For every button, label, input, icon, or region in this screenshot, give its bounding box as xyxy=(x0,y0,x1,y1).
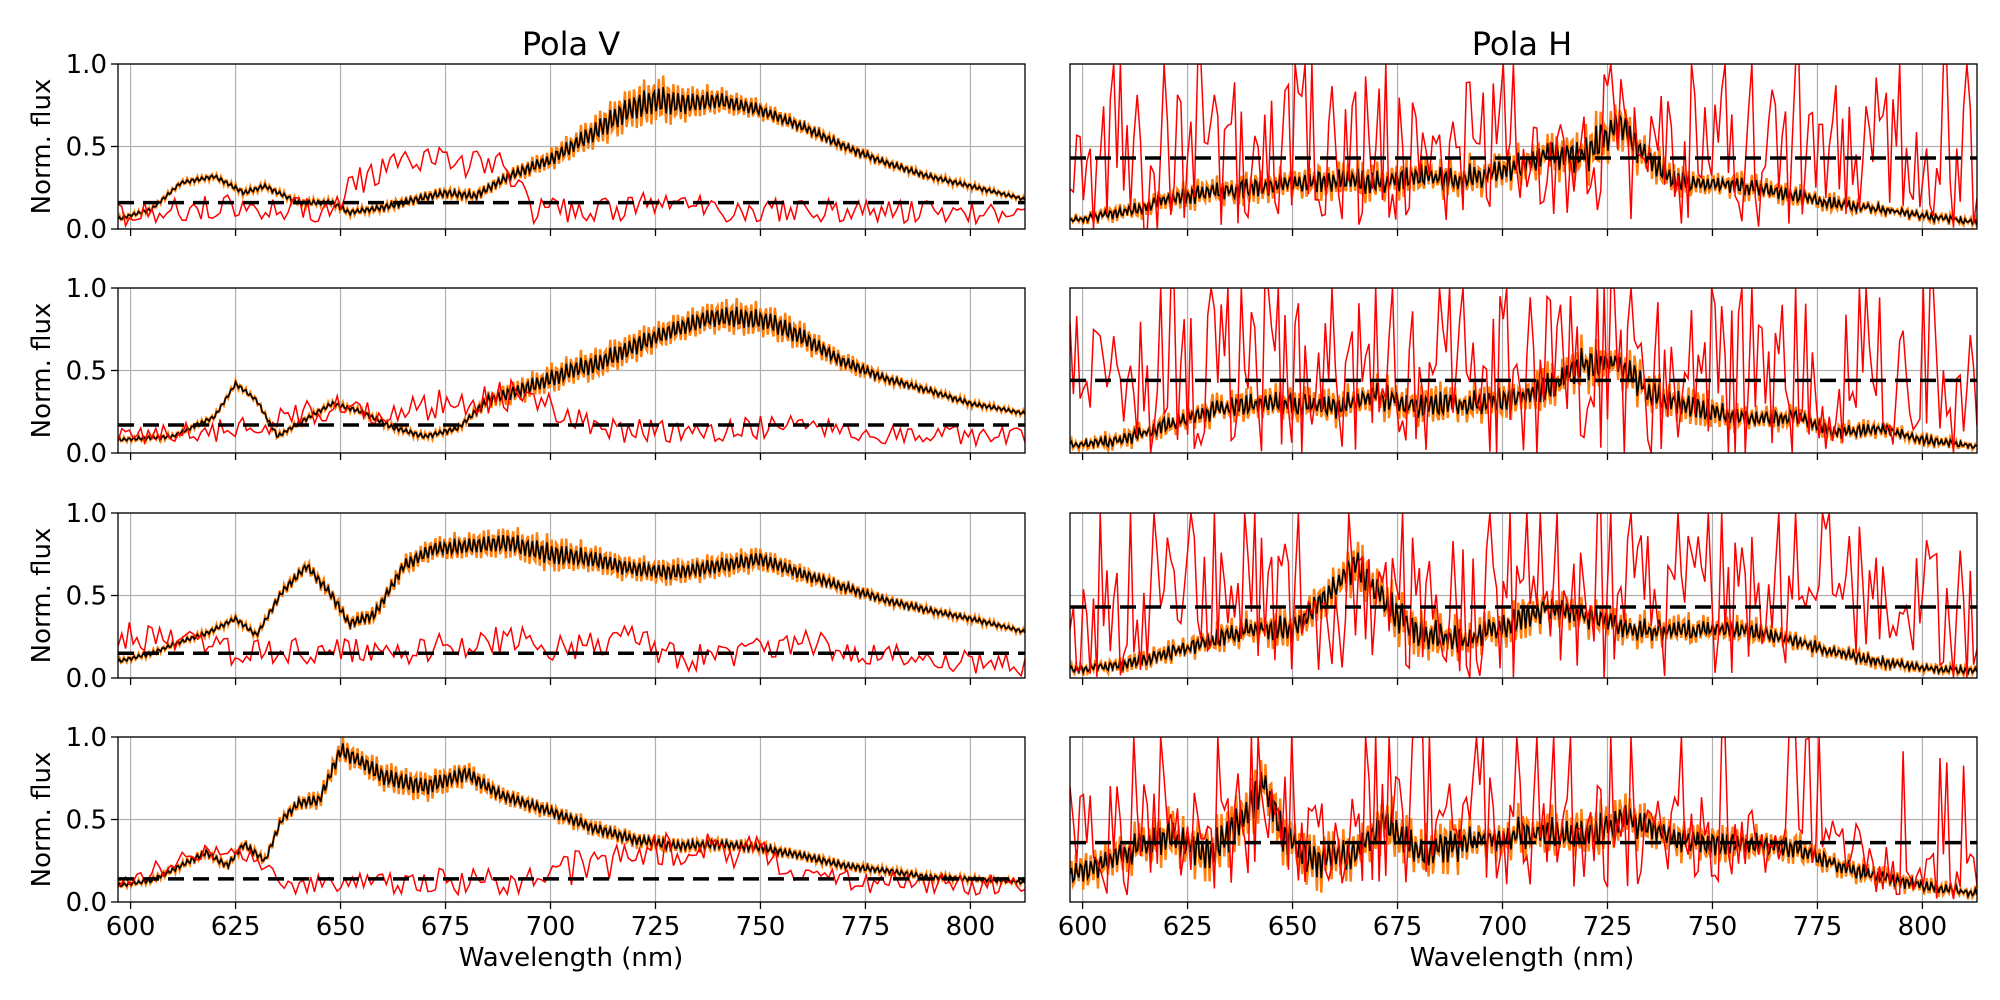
panel-r2-c0: 0.0 0.5 1.0 Norm. flux xyxy=(27,499,1026,694)
x-tick-label: 775 xyxy=(1793,912,1843,942)
panel-r3-c1: 600 625 650 675 700 725 750 775 800 xyxy=(1058,736,1978,942)
y-tick-label: 0.5 xyxy=(66,357,107,387)
y-tick-label: 0.0 xyxy=(66,439,107,469)
series-red-spectrum xyxy=(118,377,1025,449)
plot-area xyxy=(1070,737,1977,902)
plot-area xyxy=(118,297,1025,449)
y-axis-label: Norm. flux xyxy=(27,79,57,215)
x-tick-label: 725 xyxy=(1583,912,1633,942)
x-tick-label: 725 xyxy=(631,912,681,942)
series-red-spectrum xyxy=(1070,64,1977,229)
series-orange-spectrum xyxy=(118,737,1025,891)
x-axis-label-left: Wavelength (nm) xyxy=(459,943,684,973)
panel-r1-c0: 0.0 0.5 1.0 Norm. flux xyxy=(27,274,1026,469)
series-red-spectrum xyxy=(118,830,1025,897)
y-tick-label: 1.0 xyxy=(66,499,107,529)
panel-r1-c1 xyxy=(1069,287,1978,460)
plot-area xyxy=(1070,288,1977,453)
panel-frame xyxy=(1069,736,1978,903)
series-black-spectrum xyxy=(118,743,1025,888)
x-tick-label: 650 xyxy=(316,912,366,942)
y-tick-label: 0.5 xyxy=(66,582,107,612)
plot-area xyxy=(1070,513,1977,678)
x-tick-label: 675 xyxy=(421,912,471,942)
panel-frame xyxy=(1069,512,1978,679)
plot-area xyxy=(118,527,1025,678)
x-tick-label: 650 xyxy=(1268,912,1318,942)
x-tick-label: 700 xyxy=(526,912,576,942)
series-black-spectrum xyxy=(118,87,1025,221)
plot-area xyxy=(118,737,1025,897)
series-orange-spectrum xyxy=(1070,760,1977,902)
plot-area xyxy=(1070,64,1977,229)
x-tick-label: 800 xyxy=(946,912,996,942)
series-red-spectrum xyxy=(1070,288,1977,453)
series-red-spectrum xyxy=(1070,737,1977,900)
x-tick-label: 675 xyxy=(1373,912,1423,942)
y-tick-label: 0.0 xyxy=(66,888,107,918)
panel-r3-c0: 600 625 650 675 700 725 750 775 800 0.0 0.5 1.0 Norm… xyxy=(27,723,1026,942)
panel-r0-c0: 0.0 0.5 1.0 Norm. flux xyxy=(27,50,1026,245)
series-black-spectrum xyxy=(1070,348,1977,450)
x-axis-label-right: Wavelength (nm) xyxy=(1410,943,1635,973)
y-axis-label: Norm. flux xyxy=(27,303,57,439)
y-axis-label: Norm. flux xyxy=(27,752,57,888)
series-black-spectrum xyxy=(118,306,1025,442)
x-tick-label: 600 xyxy=(1058,912,1108,942)
panel-r0-c1 xyxy=(1069,63,1978,236)
x-tick-label: 625 xyxy=(211,912,261,942)
panel-r2-c1 xyxy=(1069,512,1978,685)
y-tick-label: 0.0 xyxy=(66,215,107,245)
y-tick-label: 1.0 xyxy=(66,723,107,753)
series-orange-spectrum xyxy=(118,75,1025,222)
x-tick-label: 625 xyxy=(1163,912,1213,942)
y-tick-label: 0.5 xyxy=(66,133,107,163)
series-black-spectrum xyxy=(118,534,1025,663)
y-tick-label: 1.0 xyxy=(66,274,107,304)
column-title-pola-h: Pola H xyxy=(1472,25,1572,63)
x-tick-label: 600 xyxy=(106,912,156,942)
series-red-spectrum xyxy=(118,622,1025,678)
panel-frame xyxy=(1069,287,1978,454)
y-axis-label: Norm. flux xyxy=(27,528,57,664)
series-black-spectrum xyxy=(1070,772,1977,899)
x-tick-label: 700 xyxy=(1478,912,1528,942)
y-tick-label: 0.5 xyxy=(66,806,107,836)
x-tick-label: 750 xyxy=(736,912,786,942)
x-tick-label: 775 xyxy=(841,912,891,942)
y-tick-label: 0.0 xyxy=(66,664,107,694)
series-red-spectrum xyxy=(1070,513,1977,678)
column-title-pola-v: Pola V xyxy=(522,25,620,63)
x-tick-label: 750 xyxy=(1688,912,1738,942)
y-tick-label: 1.0 xyxy=(66,50,107,80)
x-tick-label: 800 xyxy=(1898,912,1948,942)
panel-frame xyxy=(1069,63,1978,230)
plot-area xyxy=(118,75,1025,229)
